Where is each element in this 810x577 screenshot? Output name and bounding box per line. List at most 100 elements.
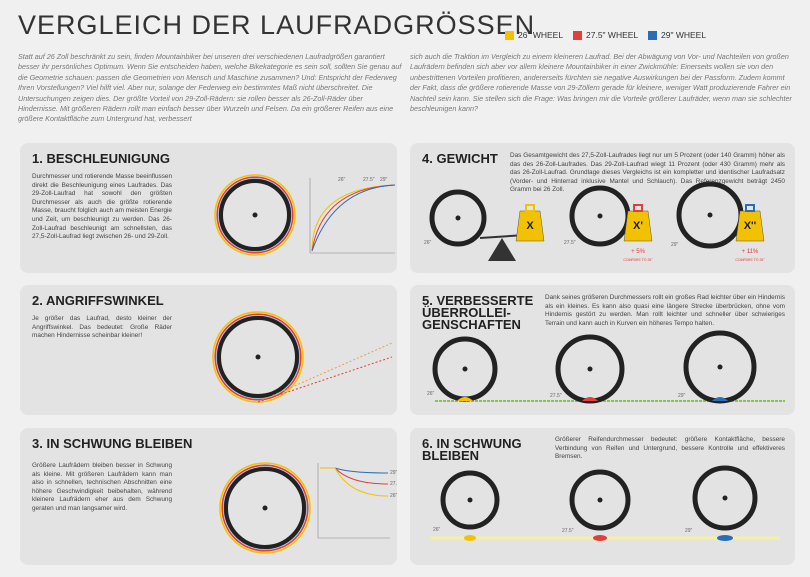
- tire: [224, 467, 306, 549]
- hub: [262, 505, 268, 511]
- tire: [429, 189, 487, 247]
- wheel-label: 26": [433, 527, 441, 533]
- hub: [717, 364, 723, 370]
- panel-text: Dank seines größeren Durchmessers rollt …: [545, 294, 785, 327]
- weight: [623, 210, 653, 242]
- legend-swatch: [505, 30, 514, 40]
- wheel-label: 29": [685, 528, 693, 534]
- hub: [597, 497, 603, 503]
- wheel-label: 29": [678, 393, 686, 399]
- wheel-label: 26": [427, 391, 435, 397]
- legend-label: 29" WHEEL: [661, 30, 707, 40]
- panel-heading: 1. BESCHLEUNIGUNG: [32, 151, 170, 166]
- weight-label: X'': [744, 220, 757, 232]
- panel-text: Größere Laufrädern bleiben besser in Sch…: [32, 462, 172, 512]
- legend-swatch: [573, 30, 582, 40]
- contact-patch: [593, 535, 607, 541]
- panel-text: Das Gesamtgewicht des 27,5-Zoll-Laufrade…: [510, 152, 785, 194]
- panel-graphic: 29" 27.5" 26": [219, 462, 397, 554]
- hub: [467, 497, 473, 503]
- attack-line: [257, 342, 393, 403]
- accel-curve: [311, 184, 396, 252]
- wheel-ring: [216, 176, 294, 254]
- title: VERGLEICH DER LAUFRADGRÖSSEN: [18, 10, 536, 40]
- curve-label: 29": [380, 177, 388, 183]
- panel-graphic: 26" 27.5" 29" X X' X'' + 5% COMPARE TO 26" + 11%…: [424, 181, 765, 262]
- legend-item: 29" WHEEL: [648, 30, 706, 40]
- compare: COMPARE TO 26": [623, 258, 653, 262]
- tire: [569, 469, 631, 531]
- legend-item: 26" WHEEL: [505, 30, 563, 40]
- hub: [587, 366, 593, 372]
- curve-label: 29": [390, 470, 397, 476]
- panel-heading: 6. IN SCHWUNG BLEIBEN: [422, 436, 522, 463]
- obstacle: [582, 397, 598, 401]
- contact-patch: [464, 535, 476, 541]
- panel: 26" 27.5" 29" 6. IN SCHWUNG BLEIBEN Größerer …: [410, 428, 795, 565]
- legend-swatch: [648, 30, 657, 40]
- panel-graphic: 26" 27.5" 29": [214, 174, 396, 256]
- wheel-label: 27.5": [550, 393, 562, 399]
- heading-line: 3. IN SCHWUNG BLEIBEN: [32, 436, 193, 451]
- increase: + 11%: [742, 249, 759, 255]
- curve-label: 27.5": [390, 481, 397, 487]
- panel: 26" 27.5" 29" 1. BESCHLEUNIGUNG Durchmesser …: [20, 143, 397, 273]
- heading-line: BLEIBEN: [422, 448, 480, 463]
- wheel-label: 29": [671, 242, 679, 248]
- curve-label: 26": [338, 177, 346, 183]
- panel-text: Durchmesser und rotierende Masse beeinfl…: [32, 173, 172, 241]
- attack-line: [257, 356, 393, 403]
- weight-handle: [633, 204, 643, 212]
- heading-line: GENSCHAFTEN: [422, 317, 521, 332]
- heading-line: 2. ANGRIFFSWINKEL: [32, 293, 164, 308]
- legend-item: 27.5" WHEEL: [573, 30, 638, 40]
- tire: [440, 470, 500, 530]
- legend-label: 26" WHEEL: [518, 30, 564, 40]
- heading-line: 6. IN SCHWUNG: [422, 436, 522, 451]
- panel: 26" 27.5" 29" 5. VERBESSERTE ÜBERROLLEI- GENS…: [410, 285, 795, 415]
- panel: 2. ANGRIFFSWINKEL Je größer das Laufrad, …: [20, 285, 397, 415]
- weight-handle: [525, 204, 535, 212]
- wheel-ring: [219, 462, 311, 554]
- panel-heading: 5. VERBESSERTE ÜBERROLLEI- GENSCHAFTEN: [422, 293, 534, 332]
- panel-text: Je größer das Laufrad, desto kleiner der…: [32, 315, 172, 340]
- wheel-ring: [214, 313, 302, 401]
- hub: [722, 495, 728, 501]
- intro-left: Statt auf 26 Zoll beschränkt zu sein, fi…: [18, 52, 402, 124]
- wheel-label: 26": [424, 240, 432, 246]
- hub: [455, 215, 461, 221]
- compare: COMPARE TO 26": [735, 258, 765, 262]
- hub: [707, 212, 713, 218]
- weight-handle: [745, 204, 755, 212]
- hub: [462, 366, 468, 372]
- panel-heading: 4. GEWICHT: [422, 152, 498, 165]
- wheel-label: 27.5": [564, 240, 576, 246]
- speed-curve: [320, 467, 389, 485]
- hub: [252, 212, 258, 218]
- panel: 29" 27.5" 26" 3. IN SCHWUNG BLEIBEN Größere …: [20, 428, 397, 565]
- heading-line: ÜBERROLLEI-: [422, 305, 511, 320]
- tire: [217, 316, 299, 398]
- accel-curve: [311, 184, 396, 252]
- intro-right: sich auch die Traktion im Vergleich zu e…: [410, 52, 792, 114]
- speed-curve: [320, 467, 389, 497]
- weight: [515, 210, 545, 242]
- obstacle: [457, 397, 473, 401]
- panel-graphic: 26" 27.5" 29": [430, 465, 780, 541]
- heading-line: 5. VERBESSERTE: [422, 293, 534, 308]
- panel: 26" 27.5" 29" X X' X'' + 5% COMPARE TO 26" + 11%…: [410, 143, 795, 273]
- scale-base: [488, 238, 516, 261]
- weight: [735, 210, 765, 242]
- obstacle: [712, 397, 728, 401]
- increase: + 5%: [631, 249, 646, 255]
- tire: [692, 465, 758, 531]
- weight-label: X': [633, 220, 643, 232]
- curve-label: 26": [390, 493, 397, 499]
- wheel-ring: [214, 174, 296, 256]
- curve-label: 27.5": [363, 177, 375, 183]
- contact-patch: [717, 535, 733, 541]
- panel-text: Größerer Reifendurchmesser bedeutet: grö…: [555, 436, 785, 461]
- heading-line: 1. BESCHLEUNIGUNG: [32, 151, 170, 166]
- panel-heading: 2. ANGRIFFSWINKEL: [32, 293, 164, 308]
